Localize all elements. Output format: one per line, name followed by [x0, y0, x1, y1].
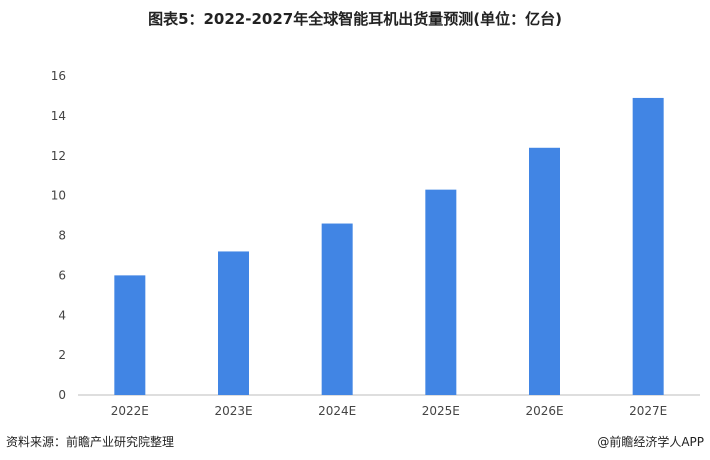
y-tick-label: 12 [51, 149, 66, 163]
y-tick-label: 0 [58, 388, 66, 402]
y-tick-label: 10 [51, 189, 66, 203]
y-tick-label: 4 [58, 308, 66, 322]
chart-title: 图表5：2022-2027年全球智能耳机出货量预测(单位：亿台) [148, 10, 562, 28]
bars [114, 97, 664, 396]
y-axis: 0 2 4 6 8 10 12 14 16 [51, 69, 66, 402]
bar-2027E [632, 97, 664, 396]
brand-credit: @前瞻经济学人APP [597, 435, 704, 449]
bar-2022E [114, 275, 146, 395]
bar-2025E [425, 189, 457, 395]
x-tick-label: 2022E [111, 404, 149, 418]
x-tick-label: 2025E [422, 404, 460, 418]
source-note: 资料来源：前瞻产业研究院整理 [6, 435, 175, 449]
x-tick-label: 2023E [214, 404, 252, 418]
y-tick-label: 16 [51, 69, 66, 83]
bar-2026E [529, 147, 560, 395]
y-tick-label: 8 [58, 229, 66, 243]
y-tick-label: 2 [58, 348, 66, 362]
bar-2024E [321, 223, 353, 395]
x-tick-label: 2026E [525, 404, 563, 418]
y-tick-label: 14 [51, 109, 66, 123]
x-tick-label: 2024E [318, 404, 356, 418]
x-axis: 2022E 2023E 2024E 2025E 2026E 2027E [111, 404, 667, 418]
x-tick-label: 2027E [629, 404, 667, 418]
y-tick-label: 6 [58, 268, 66, 282]
bar-2023E [218, 251, 249, 395]
